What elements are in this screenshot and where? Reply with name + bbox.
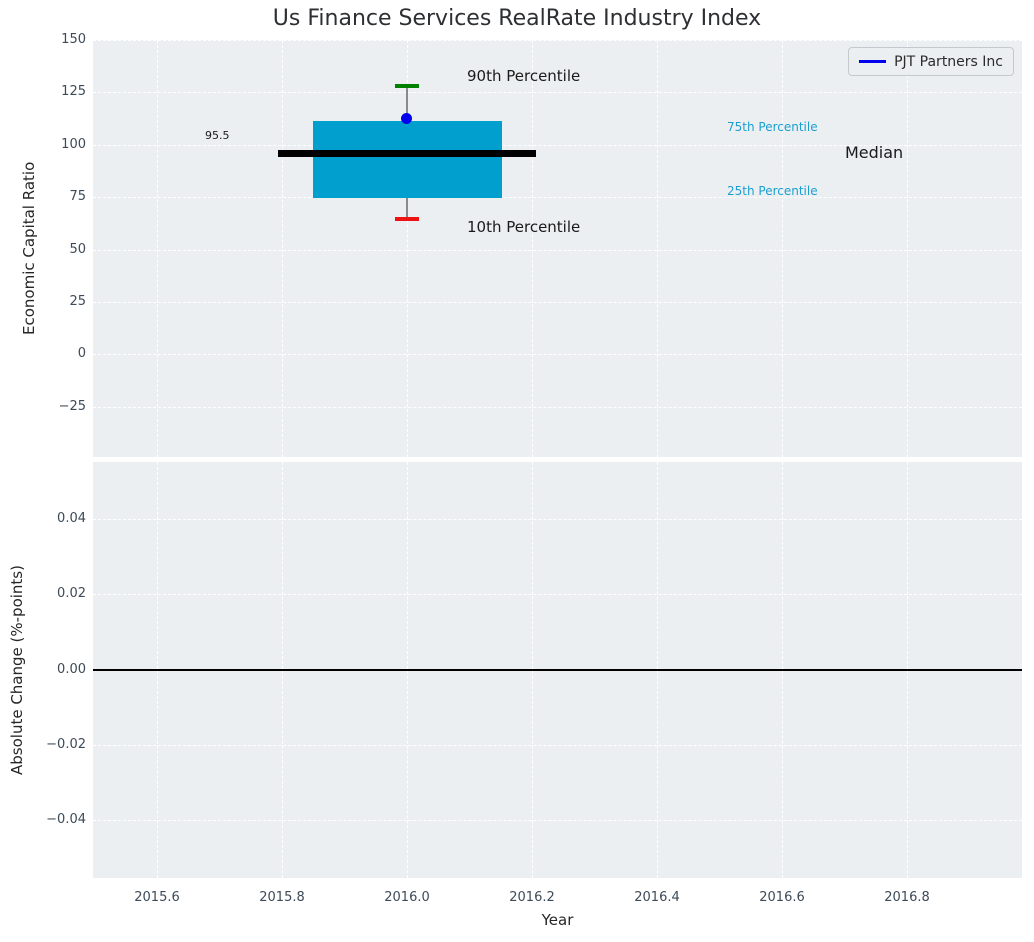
ytick-label: 0.00 — [57, 662, 86, 677]
gridline-v — [157, 40, 158, 457]
annotation-90th-percentile: 90th Percentile — [467, 67, 581, 85]
ytick-label: 100 — [61, 137, 86, 152]
p90-cap — [395, 84, 419, 88]
legend-label: PJT Partners Inc — [894, 53, 1003, 70]
x-axis-label: Year — [541, 911, 574, 929]
gridline-h — [93, 40, 1022, 41]
gridline-v — [782, 40, 783, 457]
iqr-box — [313, 121, 502, 198]
gridline-h — [93, 92, 1022, 93]
ytick-label: 0 — [77, 346, 86, 361]
gridline-h — [93, 250, 1022, 251]
p10-cap — [395, 217, 419, 221]
ytick-label: −0.04 — [46, 812, 86, 827]
annotation-median-value: 95.5 — [205, 129, 230, 142]
xtick-label: 2015.6 — [134, 890, 180, 905]
ytick-label: 75 — [69, 189, 86, 204]
legend-line-swatch — [859, 60, 887, 63]
xtick-label: 2016.4 — [634, 890, 680, 905]
xtick-label: 2016.0 — [384, 890, 430, 905]
gridline-h — [93, 197, 1022, 198]
ytick-label: 0.04 — [57, 511, 86, 526]
top-y-axis-label: Economic Capital Ratio — [20, 161, 38, 336]
ytick-label: 0.02 — [57, 586, 86, 601]
gridline-v — [907, 40, 908, 457]
gridline-v — [657, 40, 658, 457]
ytick-label: 50 — [69, 242, 86, 257]
annotation-median: Median — [845, 143, 904, 162]
gridline-h — [93, 145, 1022, 146]
xtick-label: 2016.2 — [509, 890, 555, 905]
ytick-label: 150 — [61, 32, 86, 47]
gridline-h — [93, 594, 1022, 595]
xtick-label: 2016.8 — [884, 890, 930, 905]
ytick-label: 125 — [61, 84, 86, 99]
chart-title: Us Finance Services RealRate Industry In… — [272, 6, 762, 31]
gridline-h — [93, 354, 1022, 355]
annotation-10th-percentile: 10th Percentile — [467, 218, 581, 236]
ytick-label: −0.02 — [46, 737, 86, 752]
zero-reference-line — [93, 669, 1022, 671]
median-line — [278, 150, 536, 157]
annotation-75th-percentile: 75th Percentile — [727, 120, 818, 134]
ytick-label: 25 — [69, 294, 86, 309]
annotation-25th-percentile: 25th Percentile — [727, 184, 818, 198]
gridline-h — [93, 302, 1022, 303]
gridline-h — [93, 407, 1022, 408]
ytick-label: −25 — [58, 399, 86, 414]
gridline-v — [282, 40, 283, 457]
gridline-h — [93, 745, 1022, 746]
xtick-label: 2015.8 — [259, 890, 305, 905]
gridline-v — [407, 40, 408, 457]
bottom-y-axis-label: Absolute Change (%-points) — [8, 565, 26, 775]
gridline-h — [93, 519, 1022, 520]
gridline-h — [93, 820, 1022, 821]
xtick-label: 2016.6 — [759, 890, 805, 905]
top-plot-area: 90th Percentile 10th Percentile 75th Per… — [93, 40, 1022, 457]
legend: PJT Partners Inc — [848, 47, 1014, 76]
gridline-v — [532, 40, 533, 457]
company-marker — [401, 113, 412, 124]
bottom-plot-area — [93, 462, 1022, 878]
